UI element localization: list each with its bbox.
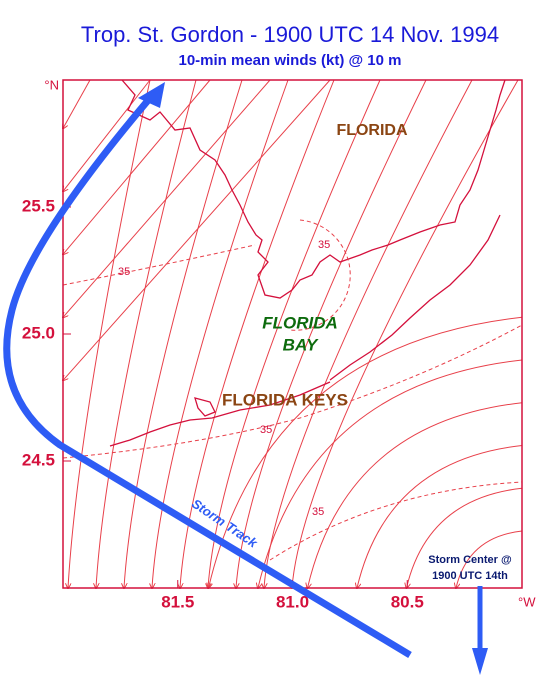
streamline — [63, 79, 91, 128]
lat-unit: °N — [44, 77, 59, 92]
title: Trop. St. Gordon - 1900 UTC 14 Nov. 1994 — [81, 22, 499, 47]
contour-line — [62, 324, 523, 459]
coastline — [109, 79, 506, 447]
streamline — [180, 79, 335, 588]
mainland-coast — [121, 79, 506, 299]
label-storm-center: Storm Center @ — [428, 554, 512, 566]
storm-track — [3, 95, 412, 659]
streamline — [208, 79, 381, 588]
keys-east — [329, 214, 501, 381]
isotach-label: 35 — [260, 424, 272, 436]
map-frame — [62, 79, 523, 589]
streamline — [63, 79, 211, 254]
label-florida-bay: BAY — [283, 335, 319, 354]
streamline — [63, 79, 271, 317]
ticks: 24.5 25.0 25.5 81.5 81.0 80.5 °N °W — [22, 77, 536, 611]
lon-tick-label: 80.5 — [391, 592, 424, 611]
streamlines — [63, 79, 523, 589]
streamline — [96, 79, 197, 588]
label-florida-bay: FLORIDA — [262, 313, 338, 332]
streamline — [63, 79, 151, 191]
storm-center-arrowhead — [472, 648, 488, 675]
isotach-contours — [62, 219, 523, 561]
contour-line — [269, 481, 523, 561]
streamline — [236, 79, 427, 588]
lat-tick-label: 24.5 — [22, 450, 55, 469]
isotach-label: 35 — [118, 266, 130, 278]
streamline — [292, 79, 519, 588]
label-florida-keys: FLORIDA KEYS — [222, 390, 348, 409]
streamline — [63, 79, 331, 380]
streamline — [407, 487, 523, 588]
label-storm-center: 1900 UTC 14th — [432, 570, 508, 582]
isotach-label: 35 — [318, 239, 330, 251]
storm-track-arrowhead — [138, 82, 165, 108]
contour-line — [289, 219, 351, 331]
lon-tick-label: 81.0 — [276, 592, 309, 611]
streamline — [258, 359, 523, 588]
label-florida: FLORIDA — [336, 122, 408, 139]
streamline — [152, 79, 289, 588]
lon-tick-label: 81.5 — [161, 592, 194, 611]
lat-tick-label: 25.5 — [22, 196, 55, 215]
streamline — [456, 530, 523, 588]
lat-tick-label: 25.0 — [22, 323, 55, 342]
keys-west — [109, 381, 331, 447]
streamline — [124, 79, 243, 588]
island — [194, 397, 216, 417]
streamline — [68, 79, 151, 588]
isotach-label: 35 — [312, 506, 324, 518]
streamline — [357, 445, 523, 589]
subtitle: 10-min mean winds (kt) @ 10 m — [178, 52, 401, 69]
streamline — [308, 402, 523, 588]
streamline — [209, 316, 523, 588]
lon-unit: °W — [518, 594, 536, 609]
streamline — [264, 79, 473, 588]
contour-line — [62, 244, 256, 286]
